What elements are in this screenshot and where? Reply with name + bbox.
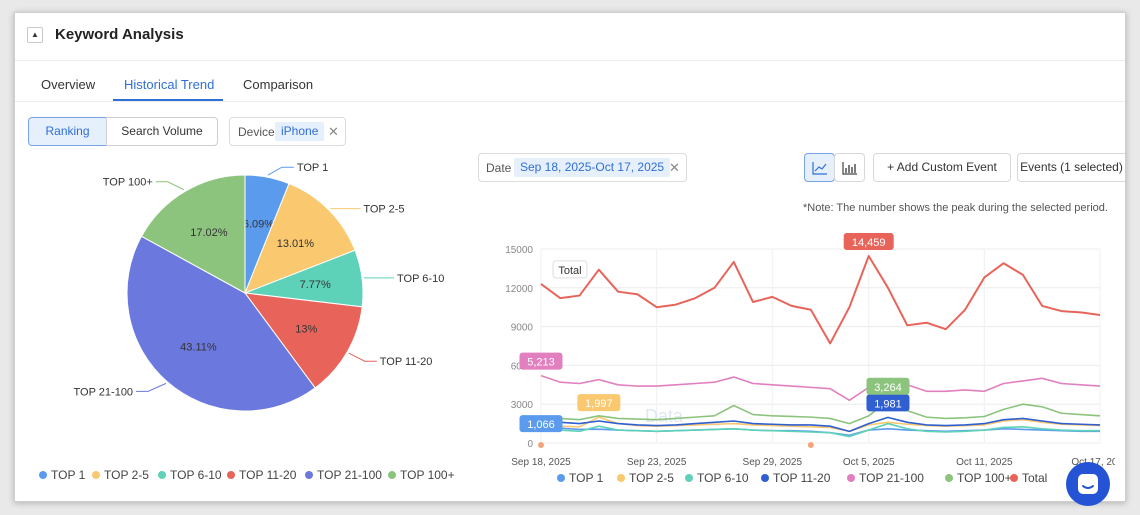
total-series-label: Total (552, 260, 588, 279)
peak-value-badge: 5,213 (519, 352, 563, 370)
bar-chart-toggle[interactable] (834, 153, 865, 182)
pie-category-label: TOP 21-100 (74, 386, 134, 398)
peak-value-badge: 14,459 (843, 232, 894, 250)
panel-title: Keyword Analysis (55, 26, 184, 43)
svg-text:Total: Total (558, 265, 581, 277)
y-tick-label: 0 (527, 439, 533, 450)
pie-legend-item[interactable]: TOP 2-5 (92, 468, 149, 482)
pie-legend-item[interactable]: TOP 100+ (388, 468, 455, 482)
event-marker[interactable] (537, 441, 545, 449)
device-chip[interactable]: iPhone (275, 122, 325, 141)
line-legend-item[interactable]: TOP 1 (557, 471, 603, 485)
line-legend-item[interactable]: TOP 21-100 (847, 471, 924, 485)
pie-slice[interactable] (140, 174, 246, 294)
y-tick-label: 3000 (511, 400, 534, 411)
pie-slice[interactable] (244, 182, 356, 294)
pie-legend-item[interactable]: TOP 6-10 (158, 468, 222, 482)
peak-value-badge: 1,997 (577, 394, 621, 412)
clear-device-icon[interactable]: ✕ (328, 124, 339, 139)
pie-slice[interactable] (243, 292, 363, 389)
pie-value-label: 13% (295, 324, 317, 336)
ranking-button[interactable]: Ranking (28, 117, 107, 146)
series-line[interactable] (540, 422, 1100, 438)
date-filter[interactable]: Date Sep 18, 2025-Oct 17, 2025 ✕ (478, 153, 687, 182)
pie-callout-line (136, 382, 167, 392)
line-chart-icon (811, 162, 827, 175)
tab-comparison[interactable]: Comparison (243, 77, 314, 92)
tab-bar: Overview Historical Trend Comparison (15, 62, 1125, 102)
chat-icon (1078, 474, 1098, 494)
keyword-analysis-panel: ▲ Keyword Analysis Overview Historical T… (14, 12, 1126, 506)
search-volume-button[interactable]: Search Volume (106, 117, 218, 146)
line-chart-toggle[interactable] (804, 153, 835, 182)
y-tick-label: 9000 (511, 323, 534, 334)
pie-legend-item[interactable]: TOP 1 (39, 468, 85, 482)
device-filter[interactable]: Device iPhone ✕ (229, 117, 346, 146)
svg-text:5,213: 5,213 (527, 357, 555, 369)
line-legend-item[interactable]: TOP 2-5 (617, 471, 674, 485)
tab-overview[interactable]: Overview (41, 77, 96, 92)
pie-category-label: TOP 100+ (103, 177, 153, 189)
y-tick-label: 12000 (505, 284, 533, 295)
device-label: Device (238, 125, 275, 139)
pie-callout-line (155, 181, 185, 191)
series-line[interactable] (540, 416, 1101, 433)
svg-text:14,459: 14,459 (852, 237, 886, 249)
pie-category-label: TOP 6-10 (397, 273, 444, 285)
pie-category-label: TOP 2-5 (363, 204, 404, 216)
series-line[interactable] (540, 254, 1101, 345)
x-tick-label: Sep 29, 2025 (743, 457, 803, 468)
x-tick-label: Sep 23, 2025 (627, 457, 687, 468)
svg-text:1,981: 1,981 (874, 398, 902, 410)
peak-value-badge: 3,264 (866, 377, 910, 395)
clear-date-icon[interactable]: ✕ (669, 160, 680, 175)
pie-category-label: TOP 11-20 (380, 356, 433, 368)
pie-value-label: 7.77% (300, 279, 331, 291)
pie-slice[interactable] (126, 235, 316, 412)
collapse-icon[interactable]: ▲ (27, 27, 43, 43)
peak-value-badge: 1,066 (519, 415, 563, 433)
pie-value-label: 6.09% (243, 218, 274, 230)
pie-callout-line (267, 166, 294, 176)
ranking-pie-chart: 6.09% TOP 1 13.01% TOP 2-5 7.77% TOP 6-10 13% T… (74, 163, 444, 412)
svg-text:1,066: 1,066 (527, 419, 555, 431)
peak-note: *Note: The number shows the peak during … (803, 202, 1108, 214)
x-tick-label: Sep 18, 2025 (511, 457, 571, 468)
pie-legend-item[interactable]: TOP 11-20 (227, 468, 296, 482)
y-tick-label: 15000 (505, 245, 533, 256)
chat-launcher-button[interactable] (1066, 462, 1110, 506)
watermark-text: Data (645, 406, 684, 426)
date-range-chip[interactable]: Sep 18, 2025-Oct 17, 2025 (514, 158, 671, 177)
pie-category-label: TOP 1 (297, 163, 328, 174)
series-line[interactable] (540, 399, 1101, 425)
x-tick-label: Oct 5, 2025 (843, 457, 895, 468)
pie-legend-item[interactable]: TOP 21-100 (305, 468, 382, 482)
pie-value-label: 13.01% (277, 238, 315, 250)
svg-text:1,997: 1,997 (585, 398, 613, 410)
line-legend-item[interactable]: TOP 6-10 (685, 471, 749, 485)
x-tick-label: Oct 11, 2025 (956, 457, 1013, 468)
panel-header: ▲ Keyword Analysis (15, 13, 1125, 61)
line-legend-item[interactable]: Total (1010, 471, 1047, 485)
pie-callout-line (348, 352, 377, 362)
event-marker[interactable] (806, 441, 815, 449)
tab-historical-trend[interactable]: Historical Trend (124, 77, 215, 92)
add-custom-event-button[interactable]: + Add Custom Event (873, 153, 1011, 182)
peak-value-badge: 1,981 (866, 394, 910, 412)
date-label: Date (486, 161, 512, 175)
series-line[interactable] (540, 374, 1101, 402)
line-legend-item[interactable]: TOP 100+ (945, 471, 1012, 485)
svg-text:3,264: 3,264 (874, 382, 902, 394)
active-tab-indicator (113, 99, 223, 101)
line-legend-item[interactable]: TOP 11-20 (761, 471, 830, 485)
pie-value-label: 17.02% (190, 227, 228, 239)
pie-value-label: 43.11% (180, 341, 217, 353)
bar-chart-icon (841, 162, 857, 175)
events-dropdown[interactable]: Events (1 selected) (1017, 153, 1125, 182)
